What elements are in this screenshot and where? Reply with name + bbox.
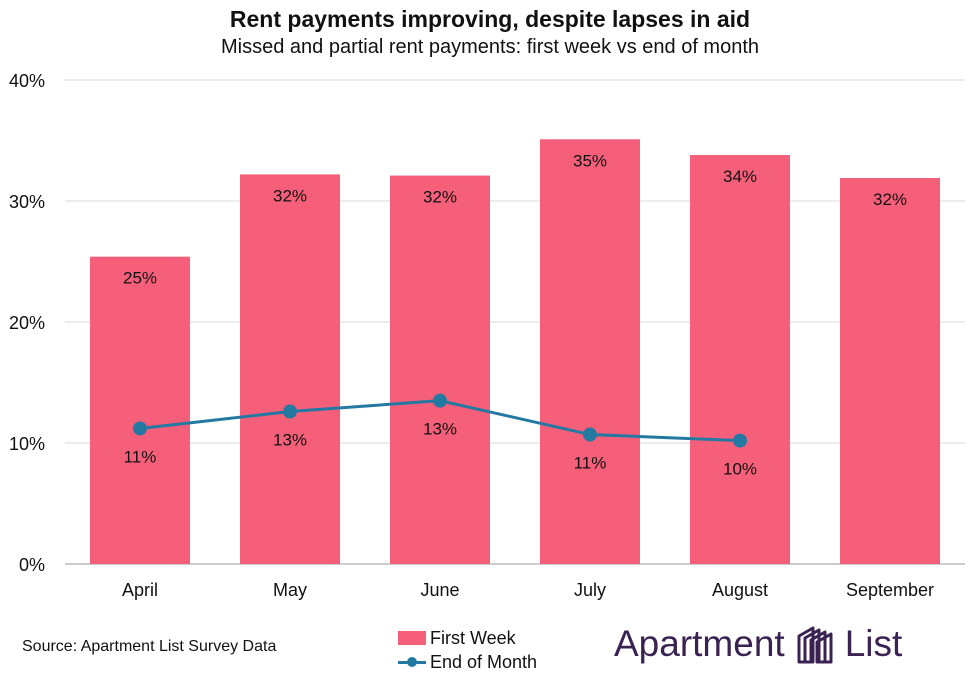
legend-bar-swatch (398, 631, 426, 645)
legend-label-first-week: First Week (430, 627, 516, 648)
chart-subtitle: Missed and partial rent payments: first … (220, 36, 760, 58)
legend-item-end-of-month: End of Month (398, 650, 537, 674)
logo-text-apartment: Apartment (614, 623, 785, 664)
x-tick-label: August (712, 580, 768, 600)
line-point (283, 404, 297, 419)
bar-data-label: 32% (273, 186, 307, 205)
bar (540, 139, 640, 565)
y-tick-label: 40% (9, 71, 45, 91)
x-tick-label: September (846, 580, 934, 600)
line-data-label: 11% (574, 454, 607, 473)
y-tick-label: 0% (19, 555, 45, 575)
apartment-list-logo-icon (797, 626, 833, 664)
legend-label-end-of-month: End of Month (430, 651, 538, 672)
legend-line-swatch (398, 655, 426, 669)
x-tick-label: June (420, 580, 459, 600)
line-data-label: 11% (124, 447, 157, 466)
logo-text-list: List (844, 623, 903, 664)
bar-data-label: 25% (123, 269, 157, 288)
bar-data-label: 35% (573, 151, 607, 170)
line-point (733, 433, 747, 448)
line-data-label: 13% (273, 431, 307, 450)
y-tick-label: 20% (9, 313, 45, 333)
line-data-label: 13% (423, 420, 457, 439)
x-tick-label: May (273, 580, 307, 600)
line-point (583, 427, 597, 442)
y-tick-label: 10% (9, 434, 45, 454)
bar (690, 155, 790, 564)
bar (390, 175, 490, 564)
bar-data-label: 34% (723, 167, 757, 186)
line-point (133, 421, 147, 436)
legend-item-first-week: First Week (398, 626, 537, 650)
bar (840, 178, 940, 564)
line-point (433, 393, 447, 408)
bar (240, 174, 340, 564)
chart-area: 0% 10% 20% 30% 40% 25% 32% 32% 35% 34% 32% April May… (9, 71, 965, 600)
x-tick-label: April (122, 580, 158, 600)
line-data-label: 10% (723, 460, 757, 479)
chart-title: Rent payments improving, despite lapses … (229, 6, 751, 32)
bar-data-label: 32% (873, 190, 907, 209)
bar (90, 256, 190, 564)
legend: First Week End of Month (398, 626, 537, 674)
y-tick-label: 30% (9, 192, 45, 212)
x-tick-label: July (574, 580, 606, 600)
source-note: Source: Apartment List Survey Data (22, 638, 277, 655)
apartment-list-logo: Apartment List (614, 622, 902, 666)
bar-data-label: 32% (423, 188, 457, 207)
